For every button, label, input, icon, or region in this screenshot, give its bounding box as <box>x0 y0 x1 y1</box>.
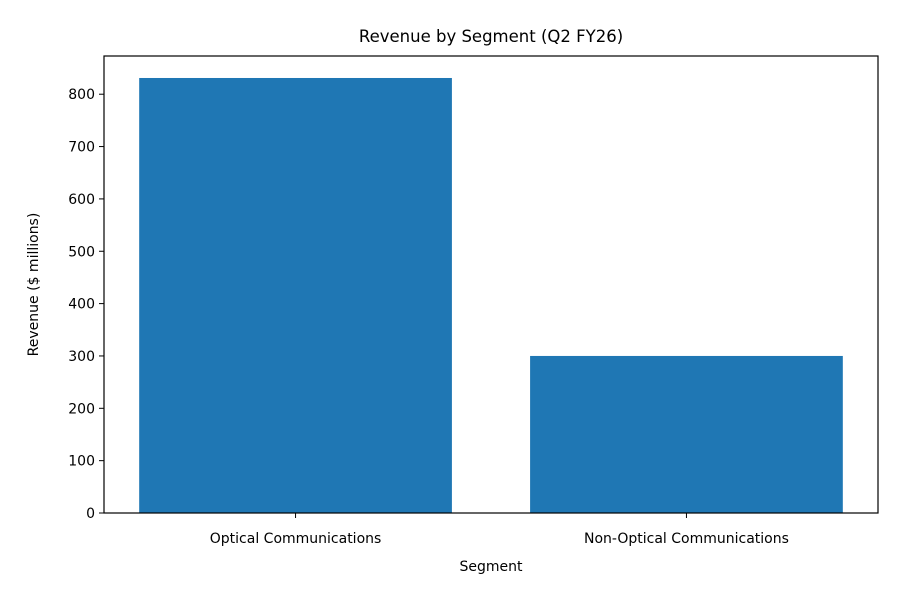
x-tick-label: Non-Optical Communications <box>584 531 789 547</box>
bar-0 <box>139 77 452 513</box>
y-tick-label: 700 <box>68 140 95 156</box>
y-tick-label: 0 <box>86 506 95 522</box>
y-tick-label: 500 <box>68 244 95 260</box>
y-tick-label: 600 <box>68 192 95 208</box>
plot-frame <box>103 55 879 514</box>
x-tick-label: Optical Communications <box>210 531 382 547</box>
y-tick-label: 100 <box>68 454 95 470</box>
chart-title: Revenue by Segment (Q2 FY26) <box>359 27 623 46</box>
y-tick-label: 300 <box>68 349 95 365</box>
bar-1 <box>530 355 843 513</box>
x-axis-label: Segment <box>460 559 524 575</box>
y-tick-label: 200 <box>68 401 95 417</box>
y-tick-label: 400 <box>68 297 95 313</box>
y-tick-label: 800 <box>68 87 95 103</box>
y-axis-label: Revenue ($ millions) <box>26 213 42 357</box>
